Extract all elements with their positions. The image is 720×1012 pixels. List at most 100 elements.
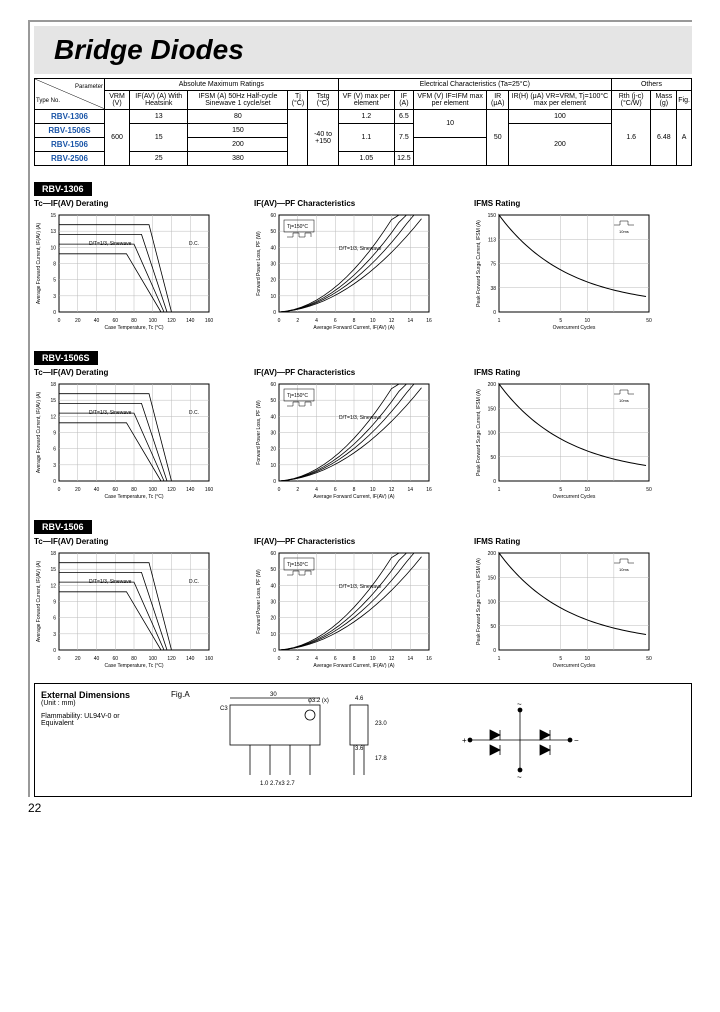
svg-text:20: 20: [270, 616, 276, 622]
svg-text:20: 20: [270, 278, 276, 284]
ifsm: 200: [188, 138, 288, 152]
svg-text:80: 80: [131, 318, 137, 324]
svg-text:D/T=1/3, Sinewave: D/T=1/3, Sinewave: [339, 246, 382, 252]
svg-text:100: 100: [149, 487, 158, 493]
svg-text:10: 10: [50, 245, 56, 251]
title-bar: Bridge Diodes: [34, 26, 692, 74]
svg-text:0: 0: [273, 648, 276, 654]
svg-text:4: 4: [315, 318, 318, 324]
svg-text:113: 113: [488, 237, 496, 243]
svg-text:10ms: 10ms: [619, 567, 629, 572]
svg-text:12: 12: [50, 414, 56, 420]
svg-text:1: 1: [498, 656, 501, 662]
svg-text:φ3.2 (x): φ3.2 (x): [308, 698, 329, 704]
svg-text:14: 14: [407, 487, 413, 493]
svg-text:40: 40: [94, 487, 100, 493]
svg-text:4: 4: [315, 656, 318, 662]
svg-text:~: ~: [517, 700, 522, 709]
svg-text:D.C.: D.C.: [189, 410, 199, 416]
svg-text:Overcurrent Cycles: Overcurrent Cycles: [553, 494, 596, 499]
svg-text:C3: C3: [220, 706, 228, 712]
h-irh: IR(H) (μA) VR=VRM, Tj=100°C max per elem…: [508, 91, 611, 110]
svg-text:Average Forward Current, IF(AV: Average Forward Current, IF(AV) (A): [313, 663, 395, 668]
svg-text:140: 140: [186, 656, 195, 662]
svg-text:10: 10: [585, 318, 591, 324]
external-dimensions: External Dimensions (Unit : mm) Flammabi…: [34, 683, 692, 797]
mass: 6.48: [651, 110, 677, 166]
svg-text:9: 9: [53, 600, 56, 606]
ifsm: 380: [188, 152, 288, 166]
svg-text:2: 2: [296, 656, 299, 662]
hg1: Absolute Maximum Ratings: [105, 79, 339, 91]
h-ir: IR (μA): [487, 91, 509, 110]
vf: 1.2: [338, 110, 394, 124]
ifav: 15: [130, 124, 188, 152]
svg-text:50: 50: [270, 398, 276, 404]
svg-text:Peak Forward Surge Current, IF: Peak Forward Surge Current, IFSM (A): [476, 389, 482, 476]
svg-text:0: 0: [278, 656, 281, 662]
h-rth: Rth (j-c) (°C/W): [611, 91, 651, 110]
svg-text:18: 18: [50, 382, 56, 388]
svg-text:Forward Power Loss, PF (W): Forward Power Loss, PF (W): [256, 400, 262, 465]
svg-text:10: 10: [585, 487, 591, 493]
ifsm: 150: [188, 124, 288, 138]
type: RBV-1506S: [35, 124, 105, 138]
svg-text:Average Forward Current, IF(AV: Average Forward Current, IF(AV) (A): [36, 561, 42, 643]
type: RBV-1306: [35, 110, 105, 124]
svg-text:160: 160: [205, 487, 214, 493]
svg-text:6: 6: [334, 318, 337, 324]
svg-text:10ms: 10ms: [619, 398, 629, 403]
svg-text:40: 40: [94, 318, 100, 324]
svg-text:10: 10: [370, 656, 376, 662]
svg-text:5: 5: [559, 487, 562, 493]
svg-text:Case Temperature, Tc (°C): Case Temperature, Tc (°C): [104, 663, 163, 668]
svg-text:8: 8: [53, 262, 56, 268]
svg-text:D/T=1/3, Sinewave: D/T=1/3, Sinewave: [339, 584, 382, 590]
svg-text:10: 10: [585, 656, 591, 662]
section-label: RBV-1306: [34, 182, 92, 196]
table-row: RBV-1506S 15 150 1.1 7.5 200: [35, 124, 692, 138]
svg-text:60: 60: [270, 551, 276, 557]
charts-row: Tc—IF(AV) Derating0204060801001201401600…: [34, 537, 692, 673]
svg-text:D.C.: D.C.: [189, 579, 199, 585]
svg-text:50: 50: [490, 624, 496, 630]
svg-text:140: 140: [186, 318, 195, 324]
svg-text:4.6: 4.6: [355, 696, 364, 702]
svg-text:6: 6: [334, 656, 337, 662]
if: 7.5: [394, 124, 413, 152]
svg-text:−: −: [574, 736, 579, 745]
svg-text:Average Forward Current, IF(AV: Average Forward Current, IF(AV) (A): [36, 392, 42, 474]
h-vfm: VFM (V) IF=IFM max per element: [413, 91, 487, 110]
derating-chart: Tc—IF(AV) Derating0204060801001201401600…: [34, 537, 234, 673]
svg-text:1.0 2.7x3 2.7: 1.0 2.7x3 2.7: [260, 781, 295, 787]
tstg: -40 to +150: [308, 110, 338, 166]
h-fig: Fig.: [677, 91, 692, 110]
spec-table: Parameter Type No. Absolute Maximum Rati…: [34, 78, 692, 166]
svg-text:16: 16: [426, 318, 432, 324]
ifav: 13: [130, 110, 188, 124]
svg-text:Peak Forward Surge Current, IF: Peak Forward Surge Current, IFSM (A): [476, 220, 482, 307]
svg-text:30: 30: [270, 600, 276, 606]
svg-text:0: 0: [273, 479, 276, 485]
svg-text:17.8: 17.8: [375, 756, 387, 762]
charts-row: Tc—IF(AV) Derating0204060801001201401600…: [34, 368, 692, 504]
h-vrm: VRM (V): [105, 91, 130, 110]
svg-text:3: 3: [53, 463, 56, 469]
svg-text:60: 60: [270, 382, 276, 388]
ifms-chart: IFMS Rating151050050100150200Overcurrent…: [474, 537, 674, 673]
svg-text:40: 40: [270, 583, 276, 589]
svg-text:80: 80: [131, 487, 137, 493]
svg-text:D/T=1/3, Sinewave: D/T=1/3, Sinewave: [89, 579, 132, 585]
svg-text:100: 100: [488, 600, 497, 606]
svg-text:~: ~: [517, 773, 522, 782]
svg-text:6: 6: [53, 616, 56, 622]
svg-text:Overcurrent Cycles: Overcurrent Cycles: [553, 663, 596, 668]
svg-text:30: 30: [270, 262, 276, 268]
svg-text:30: 30: [270, 692, 277, 698]
page-frame: Bridge Diodes Parameter Type No. Absolut…: [28, 20, 692, 797]
svg-text:200: 200: [488, 551, 497, 557]
ext-unit: (Unit : mm): [41, 700, 141, 707]
svg-text:12: 12: [389, 318, 395, 324]
svg-text:0: 0: [53, 648, 56, 654]
svg-text:6: 6: [334, 487, 337, 493]
